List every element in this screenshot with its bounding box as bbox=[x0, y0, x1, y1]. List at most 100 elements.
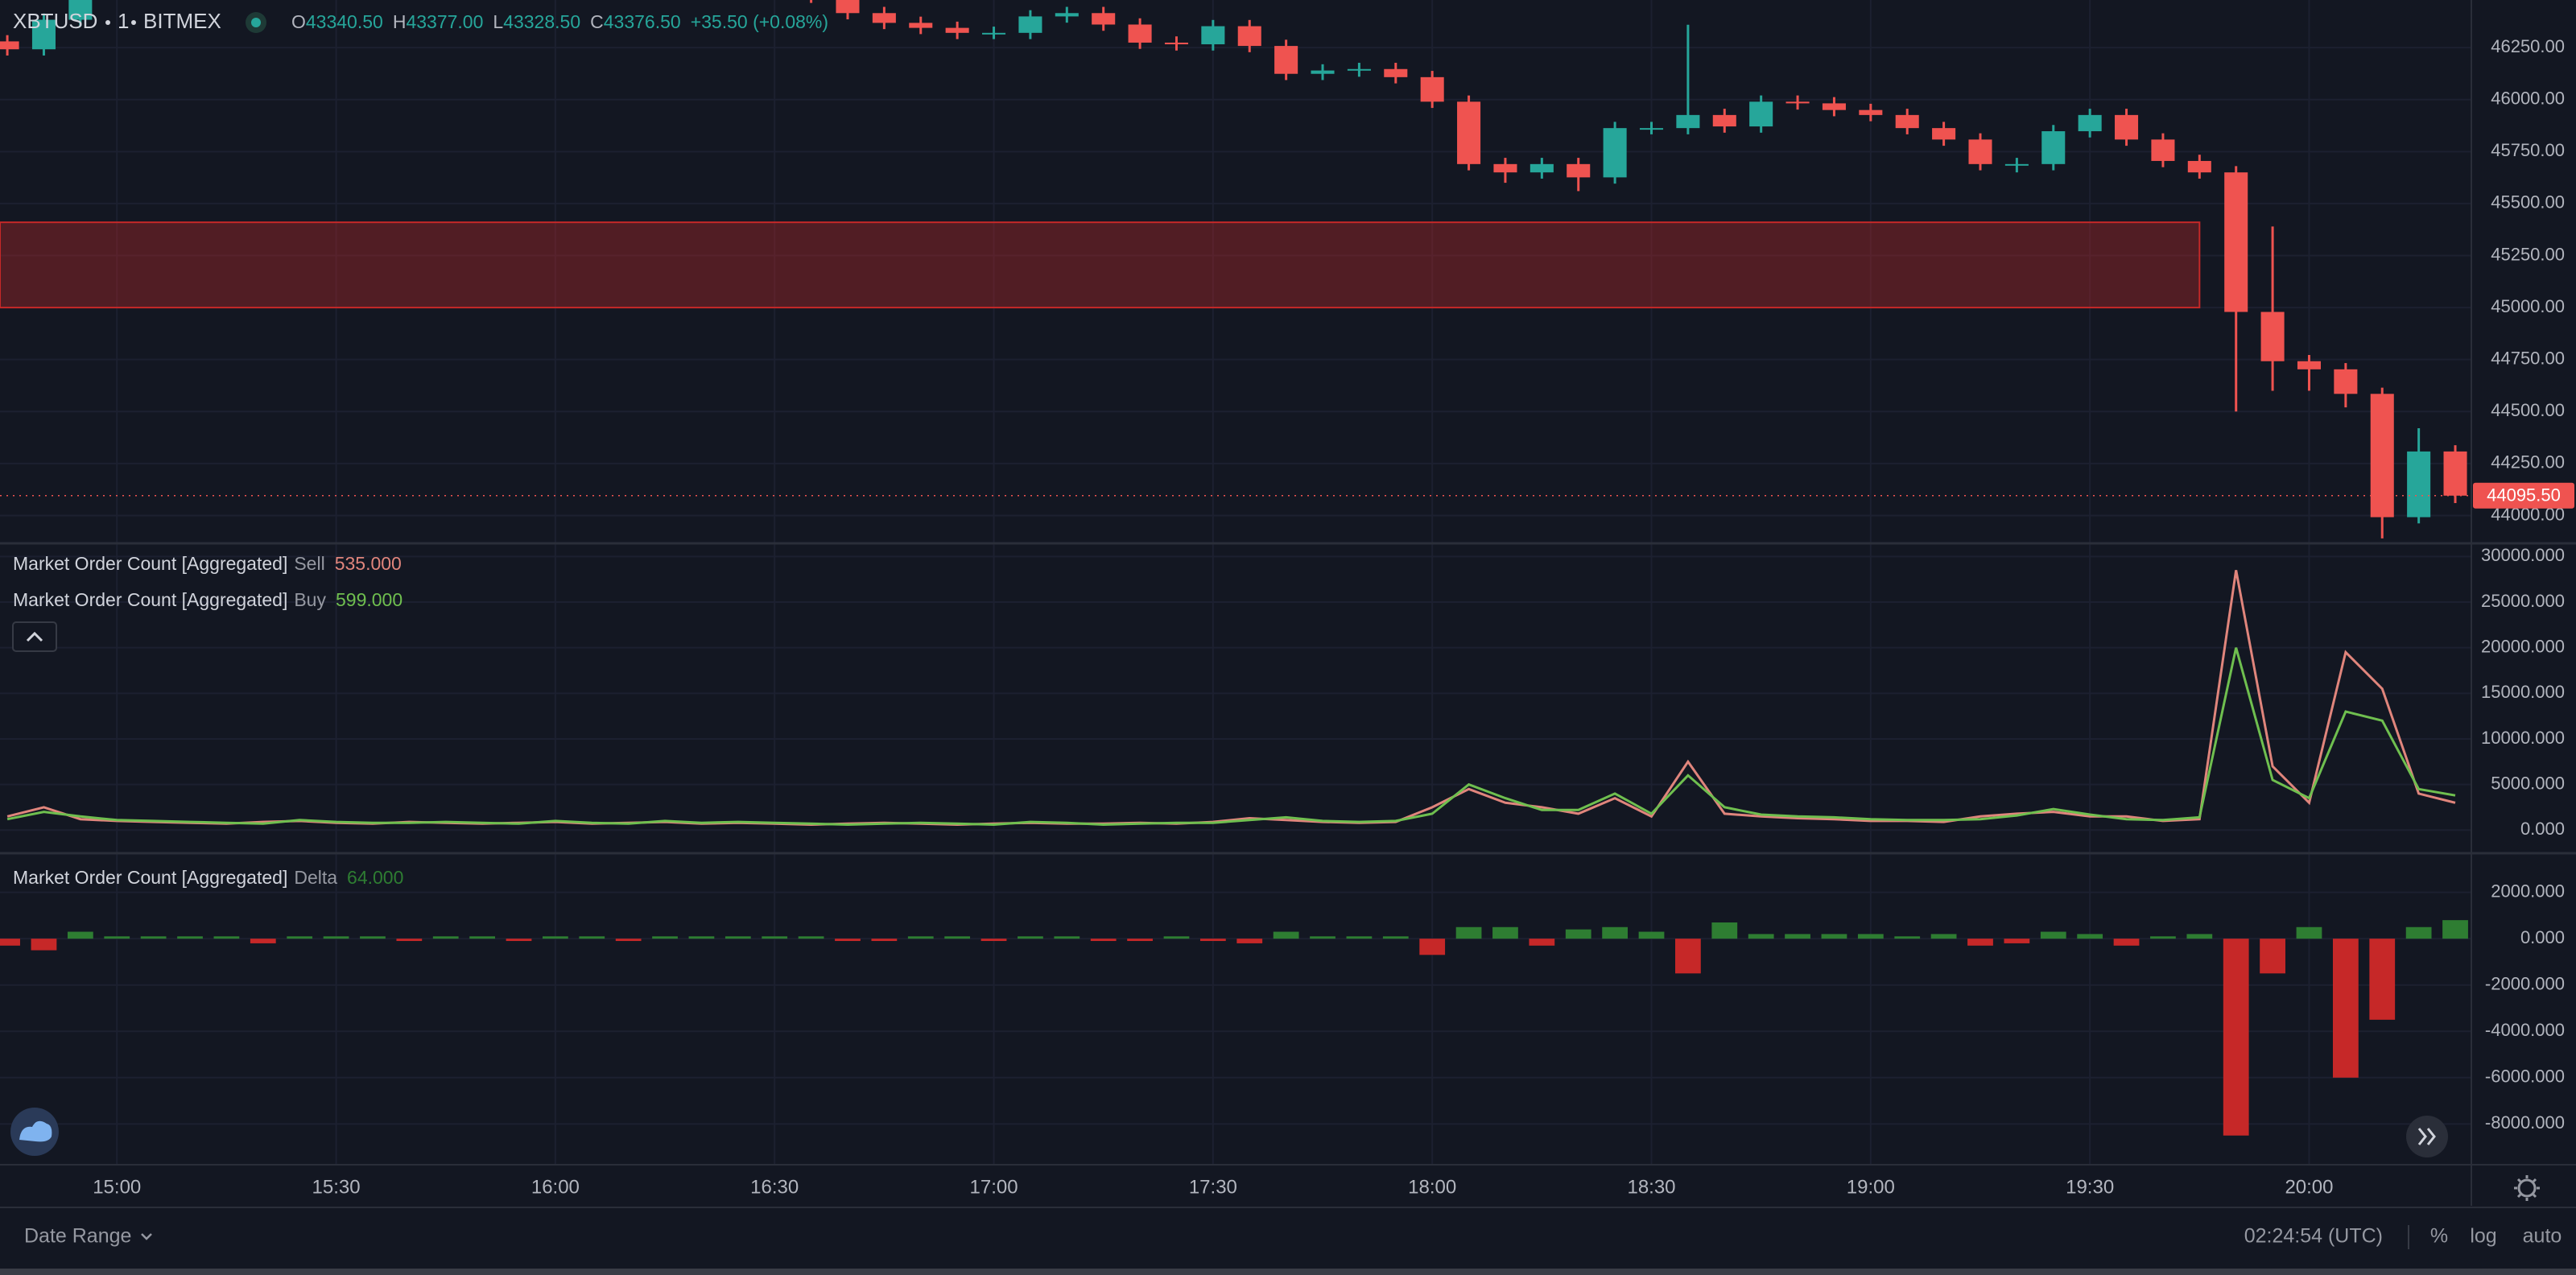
y-tick-label: 0.000 bbox=[2520, 819, 2565, 839]
candle-body bbox=[945, 27, 969, 33]
candle-body bbox=[1712, 114, 1736, 127]
bar bbox=[615, 939, 642, 942]
gear-teeth bbox=[2514, 1175, 2540, 1201]
clock[interactable]: 02:24:54 (UTC) bbox=[2244, 1225, 2383, 1248]
settings-button[interactable] bbox=[2517, 1178, 2537, 1198]
bar bbox=[396, 939, 423, 942]
bar bbox=[104, 936, 130, 939]
bar bbox=[1199, 939, 1226, 942]
percent-button[interactable]: % bbox=[2430, 1225, 2448, 1248]
candle-body bbox=[1384, 68, 1408, 77]
candle-body bbox=[1530, 163, 1554, 173]
zone bbox=[0, 221, 2201, 309]
y-tick-label: 45750.00 bbox=[2491, 140, 2565, 160]
candle-body bbox=[31, 19, 56, 50]
y-tick-label: -8000.000 bbox=[2485, 1112, 2565, 1133]
candle-body bbox=[2443, 451, 2467, 496]
bar bbox=[2077, 934, 2103, 939]
y-tick-label: 25000.000 bbox=[2481, 591, 2565, 611]
date-range-button[interactable]: Date Range bbox=[24, 1225, 131, 1248]
bar bbox=[1273, 931, 1299, 939]
candle-body bbox=[1055, 13, 1079, 17]
bar bbox=[2369, 939, 2396, 1020]
legend-title: Market Order Count [Aggregated] bbox=[13, 553, 287, 574]
bar bbox=[140, 936, 167, 939]
candle-body bbox=[1201, 26, 1225, 45]
ohlc-key: C bbox=[590, 11, 604, 32]
candle-body bbox=[1274, 46, 1298, 74]
candle-body bbox=[1018, 16, 1042, 33]
x-tick-label: 16:30 bbox=[750, 1176, 799, 1198]
auto-button[interactable]: auto bbox=[2523, 1225, 2562, 1248]
separator-dot bbox=[105, 20, 110, 25]
axes: 15:00 15:30 16:00 16:30 17:00 17:30 18:00 18:30… bbox=[13, 36, 2574, 1198]
legend-last-value: 64.000 bbox=[347, 867, 403, 888]
x-tick-label: 17:30 bbox=[1189, 1176, 1237, 1198]
candle-body bbox=[1567, 163, 1591, 178]
legend-title: Market Order Count [Aggregated] bbox=[13, 867, 287, 888]
candle-body bbox=[2260, 312, 2285, 361]
bar bbox=[724, 936, 751, 939]
bar bbox=[1090, 939, 1117, 942]
exchange[interactable]: BITMEX bbox=[143, 9, 221, 33]
ohlc-key: L bbox=[493, 11, 503, 32]
ohlc-key: H bbox=[393, 11, 407, 32]
legend-entry: Market Order Count [Aggregated] Delta 64.0… bbox=[13, 867, 403, 888]
bar bbox=[980, 939, 1007, 942]
interval[interactable]: 1 bbox=[118, 9, 129, 33]
scroll-button[interactable] bbox=[2406, 1116, 2448, 1157]
candle-body bbox=[1603, 128, 1627, 178]
bar bbox=[1018, 936, 1043, 939]
bar bbox=[1163, 936, 1190, 939]
bar bbox=[1785, 934, 1810, 939]
bar bbox=[2296, 926, 2322, 939]
bar bbox=[31, 939, 57, 951]
candle-body bbox=[836, 0, 860, 14]
candle-body bbox=[1859, 109, 1883, 115]
legend-series-name: Delta bbox=[294, 867, 337, 888]
candle-body bbox=[1895, 114, 1919, 129]
bar bbox=[543, 936, 568, 939]
candle-body bbox=[1092, 13, 1116, 25]
bottom-strip bbox=[0, 1269, 2576, 1275]
x-tick-label: 20:00 bbox=[2285, 1176, 2333, 1198]
bar bbox=[2040, 931, 2066, 939]
candle-body bbox=[2334, 369, 2358, 394]
x-tick-label: 19:00 bbox=[1847, 1176, 1895, 1198]
bar bbox=[360, 936, 386, 939]
dropdown-icon bbox=[141, 1233, 152, 1240]
candle-body bbox=[68, 0, 93, 20]
candle-body bbox=[1968, 139, 1992, 164]
candle-body bbox=[982, 32, 1006, 35]
bar bbox=[67, 931, 93, 939]
y-tick-label: 45000.00 bbox=[2491, 296, 2565, 316]
bar bbox=[798, 936, 824, 939]
x-tick-label: 19:30 bbox=[2066, 1176, 2114, 1198]
symbol[interactable]: XBTUSD bbox=[13, 9, 97, 33]
candle-body bbox=[2004, 163, 2029, 166]
bar bbox=[944, 936, 971, 939]
legend-series-name: Buy bbox=[294, 589, 326, 610]
bar bbox=[2260, 939, 2285, 974]
collapse-button[interactable] bbox=[12, 621, 57, 652]
bar bbox=[1127, 939, 1153, 942]
candle-body bbox=[0, 41, 19, 50]
bar bbox=[323, 936, 349, 939]
bar bbox=[506, 939, 532, 942]
scroll-icon bbox=[2417, 1128, 2436, 1145]
y-tick-label: 20000.000 bbox=[2481, 636, 2565, 656]
bar bbox=[1602, 926, 1629, 939]
bar bbox=[579, 936, 605, 939]
y-tick-label: 45250.00 bbox=[2491, 244, 2565, 264]
bar bbox=[1054, 936, 1080, 939]
bar bbox=[2223, 939, 2249, 1136]
bar bbox=[1930, 934, 1957, 939]
legend-last-value: 535.000 bbox=[335, 553, 402, 574]
y-tick-label: -2000.000 bbox=[2485, 974, 2565, 994]
logo-cloud bbox=[19, 1120, 52, 1142]
bar bbox=[2113, 939, 2140, 946]
y-tick-label: 44250.00 bbox=[2491, 452, 2565, 472]
ohlc-legend: O43340.50 H43377.00 L43328.50 C43376.50 +35.… bbox=[291, 11, 828, 32]
log-button[interactable]: log bbox=[2470, 1225, 2496, 1248]
